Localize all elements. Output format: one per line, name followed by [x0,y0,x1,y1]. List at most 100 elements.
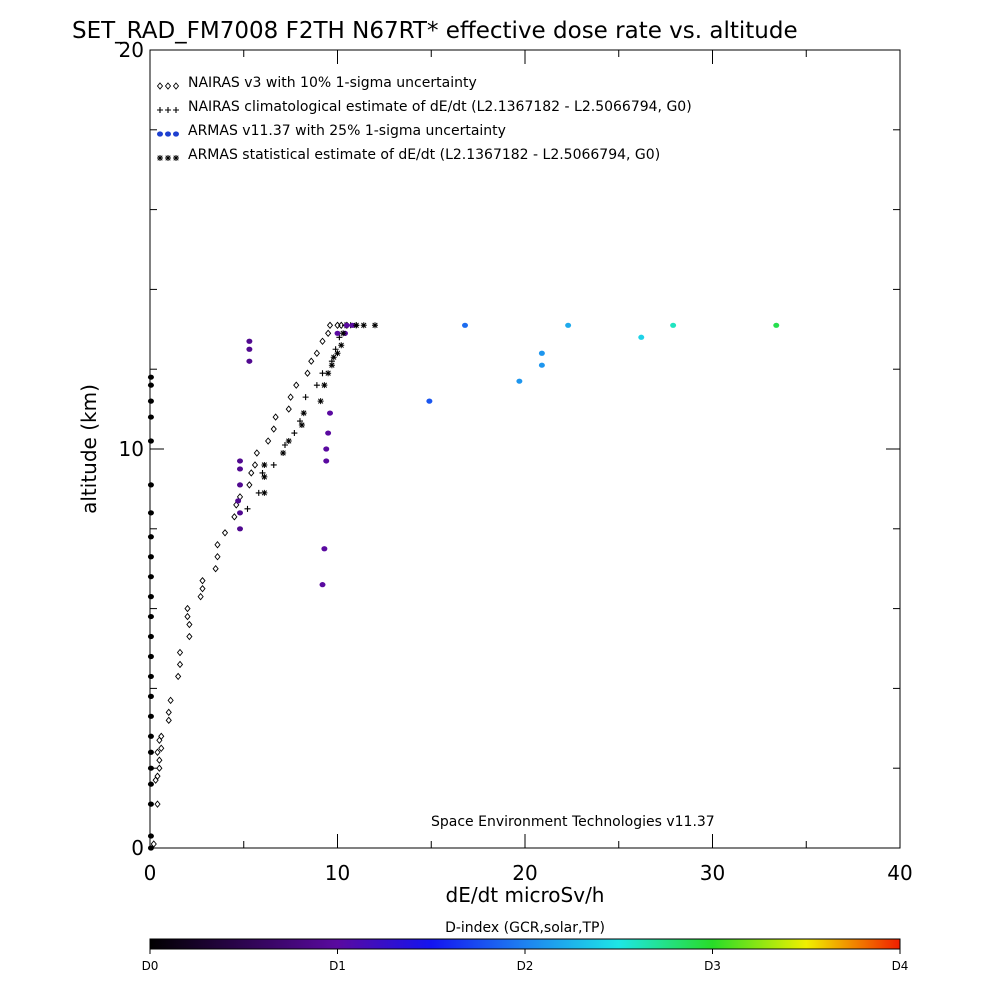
x-tick-label: 10 [325,861,350,885]
armas-point [147,574,154,580]
armas-point [147,438,154,444]
nairas-point [154,772,161,780]
y-axis-label: altitude (km) [77,384,101,514]
legend-item-armas: ARMAS v11.37 with 25% 1-sigma uncertaint… [188,123,506,139]
armas-point [516,378,523,384]
armas-point [235,498,242,504]
armas-point [147,398,154,404]
colorbar [149,938,901,950]
nairas-point [293,381,300,389]
nairas-point [186,620,193,629]
nairas-point [156,764,163,772]
nairas-climatology-point [319,370,326,377]
nairas-point [287,393,294,401]
x-tick-label: 20 [512,861,537,885]
armas-point [147,510,154,516]
nairas-point [176,660,184,669]
armas-statistical-point [317,398,324,405]
nairas-point [272,413,279,421]
armas-point [323,458,330,464]
colorbar-tick-label: D0 [142,959,159,973]
armas-statistical-point [261,489,268,496]
armas-statistical-point [280,449,287,456]
axis-tick-labels: 0 10 20 30 40 0 10 20 [119,38,913,885]
nairas-climatology-point [244,505,251,512]
nairas-climatology-point [270,461,277,468]
armas-point [327,410,333,416]
nairas-climatology-point [291,430,298,437]
nairas-point [154,748,161,756]
armas-point [147,673,154,680]
nairas-point [167,696,174,705]
armas-point [426,398,433,404]
armas-point [147,653,154,660]
nairas-point [265,437,272,445]
armas-point [147,749,154,755]
y-tick-label: 0 [131,836,144,860]
armas-statistical-point [334,350,341,357]
armas-point [670,322,677,328]
nairas-point [197,592,204,601]
nairas-point [165,716,172,725]
armas-point [147,633,154,640]
legend: NAIRAS v3 with 10% 1-sigma uncertainty NA… [156,75,692,163]
nairas-point [308,357,315,365]
legend-marker [173,131,179,137]
armas-statistical-point [321,382,328,389]
nairas-point [199,584,206,593]
nairas-point [313,349,320,357]
armas-point [246,338,253,344]
nairas-point [158,732,165,740]
armas-point [147,594,154,600]
armas-point [237,482,243,488]
armas-statistical-point [353,322,360,329]
legend-marker [165,107,171,113]
colorbar-label: D-index (GCR,solar,TP) [445,920,605,936]
armas-point [246,346,253,352]
nairas-point [186,632,193,641]
data-points [147,321,780,851]
armas-point [321,546,328,552]
legend-marker [157,131,163,137]
x-tick-label: 30 [700,861,725,885]
legend-marker [173,155,179,161]
legend-marker [157,107,163,113]
armas-point [237,526,243,532]
armas-point [147,833,154,839]
armas-point [147,801,154,807]
armas-statistical-point [285,438,292,445]
nairas-point [270,425,277,433]
armas-point [147,765,154,771]
x-tick-label: 0 [144,861,157,885]
nairas-point [326,321,334,330]
armas-point [147,845,154,851]
armas-point [147,374,154,380]
armas-point [565,322,572,328]
legend-item-nairas-climatology: NAIRAS climatological estimate of dE/dt … [188,99,692,115]
legend-marker [164,82,172,90]
armas-statistical-point [328,362,335,369]
armas-point [246,358,253,364]
armas-statistical-point [330,354,337,361]
nairas-point [154,800,161,808]
nairas-point [156,736,163,744]
armas-point [638,334,645,340]
legend-marker [173,107,179,113]
armas-point [147,382,154,388]
nairas-point [338,321,345,330]
nairas-point [248,469,255,477]
armas-point [773,322,780,328]
legend-item-armas-statistical: ARMAS statistical estimate of dE/dt (L2.… [188,147,660,163]
nairas-point [251,461,259,469]
nairas-point [175,672,182,681]
nairas-point [246,481,253,489]
nairas-point [176,648,184,657]
chart-title: SET_RAD_FM7008 F2TH N67RT* effective dos… [72,18,798,44]
colorbar-tick-label: D3 [704,959,721,973]
colorbar-tick-label: D2 [517,959,534,973]
nairas-climatology-point [313,382,320,389]
armas-point [147,613,154,620]
armas-point [343,322,350,328]
armas-point [325,430,332,436]
armas-point [147,534,154,540]
